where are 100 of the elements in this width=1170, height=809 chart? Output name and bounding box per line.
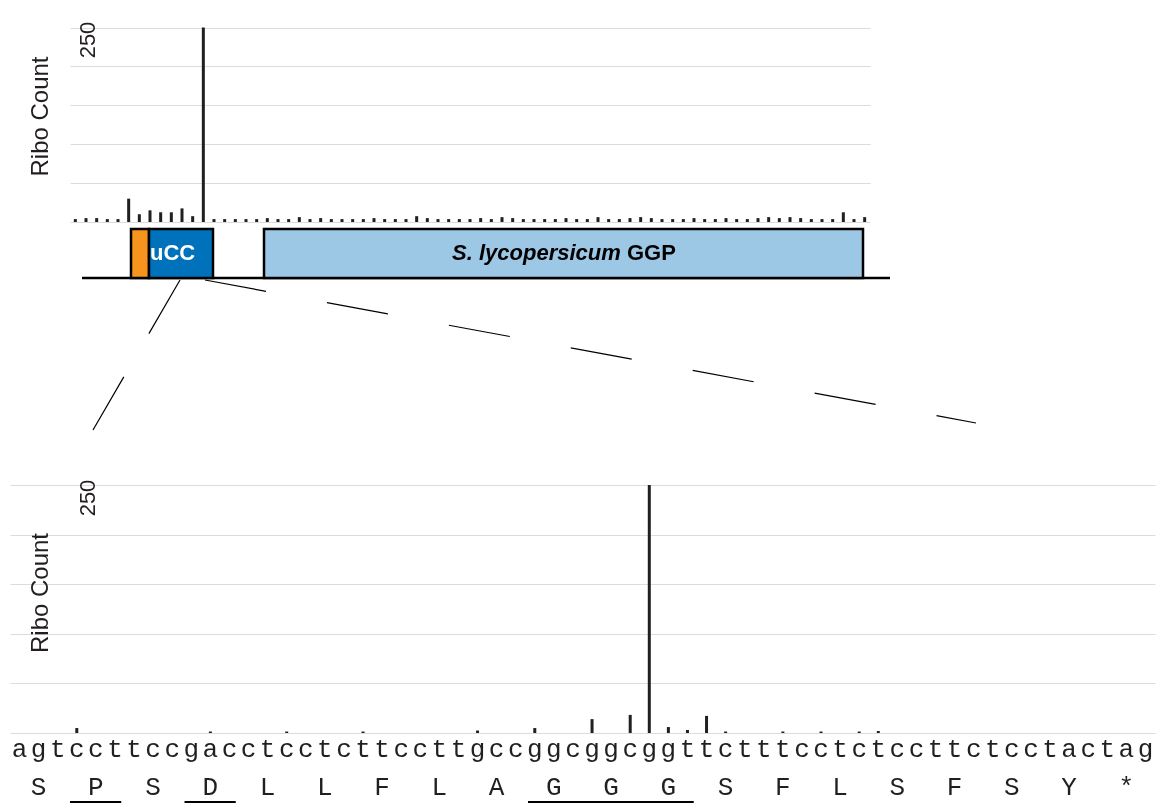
bar [543,219,547,222]
bar [685,730,689,733]
bar [692,218,696,222]
x-tick-label: c [68,734,85,765]
text: S [1004,773,1020,803]
text: G [546,773,562,803]
bar [201,27,205,222]
x-tick-label: t [1099,734,1116,765]
bar [639,217,643,222]
x-tick-label: t [259,734,276,765]
x-tick-label: c [221,734,238,765]
bar [713,219,717,222]
x-tick-label: c [889,734,906,765]
bar [425,218,429,222]
x-tick-label: c [1080,734,1097,765]
text: Y [1061,773,1077,803]
bar [361,219,365,222]
text: G [603,773,619,803]
bar [308,219,312,222]
x-tick-label: c [336,734,352,765]
bar [404,219,408,222]
text: A [488,773,505,803]
y-axis-title: Ribo Count [25,532,53,654]
bar [647,484,651,733]
bar [265,218,269,222]
text: L [431,773,448,803]
x-tick-label: t [698,734,715,765]
bar [671,219,675,222]
bar [666,727,670,733]
x-tick-label: t [946,734,963,765]
bar [468,219,472,222]
bar [415,216,419,222]
bar [159,212,163,222]
x-tick-label: c [908,734,925,765]
bar [521,219,525,222]
bar [73,219,77,222]
x-tick-label: g [603,734,619,765]
bar [372,218,376,222]
bar [788,217,792,222]
bar [852,219,856,222]
x-tick-label: c [278,734,295,765]
bar [127,198,131,222]
text: F [946,773,963,803]
bar [169,212,173,222]
bar [457,219,461,222]
bar [447,219,451,222]
x-tick-label: a [1061,734,1077,765]
bar [340,219,344,222]
x-tick-label: g [183,734,200,765]
bar [532,219,536,222]
x-tick-label: g [526,734,543,765]
x-tick-label: c [88,734,104,765]
text: P [88,773,104,803]
bar [233,219,237,222]
bar [585,219,589,222]
bar [628,714,632,733]
x-tick-label: c [965,734,982,765]
x-tick-label: g [546,734,562,765]
text: S [889,773,906,803]
text: S [30,773,47,803]
bar [84,218,88,222]
x-tick-label: t [927,734,944,765]
bar [649,218,653,222]
bar [191,216,195,222]
y-axis-title: Ribo Count [25,56,53,177]
x-tick-label: t [126,734,142,765]
x-tick-label: a [11,734,28,765]
bar [319,218,323,222]
x-tick-label: c [164,734,181,765]
x-tick-label: t [775,734,791,765]
x-tick-label: a [1118,734,1135,765]
bar [767,217,771,222]
bar [393,219,397,222]
bar [244,219,248,222]
bar [628,218,632,222]
x-tick-label: c [1004,734,1020,765]
bar [137,214,141,222]
bar [500,217,504,222]
bar [116,219,120,222]
x-tick-label: t [355,734,371,765]
text: D [202,773,219,803]
bar [180,208,184,222]
text: L [259,773,276,803]
bar [479,218,483,222]
bar [148,210,152,222]
bar [756,218,760,222]
x-tick-label: t [317,734,333,765]
text: * [1118,773,1135,803]
bar [212,219,216,222]
bar [95,218,99,222]
x-tick-label: c [717,734,734,765]
text: S [717,773,734,803]
bar [276,219,280,222]
bar [351,219,355,222]
bar [596,217,600,222]
text: G [660,773,677,803]
bar [564,218,568,222]
bar [745,219,749,222]
bar [223,219,227,222]
bar [799,218,803,222]
